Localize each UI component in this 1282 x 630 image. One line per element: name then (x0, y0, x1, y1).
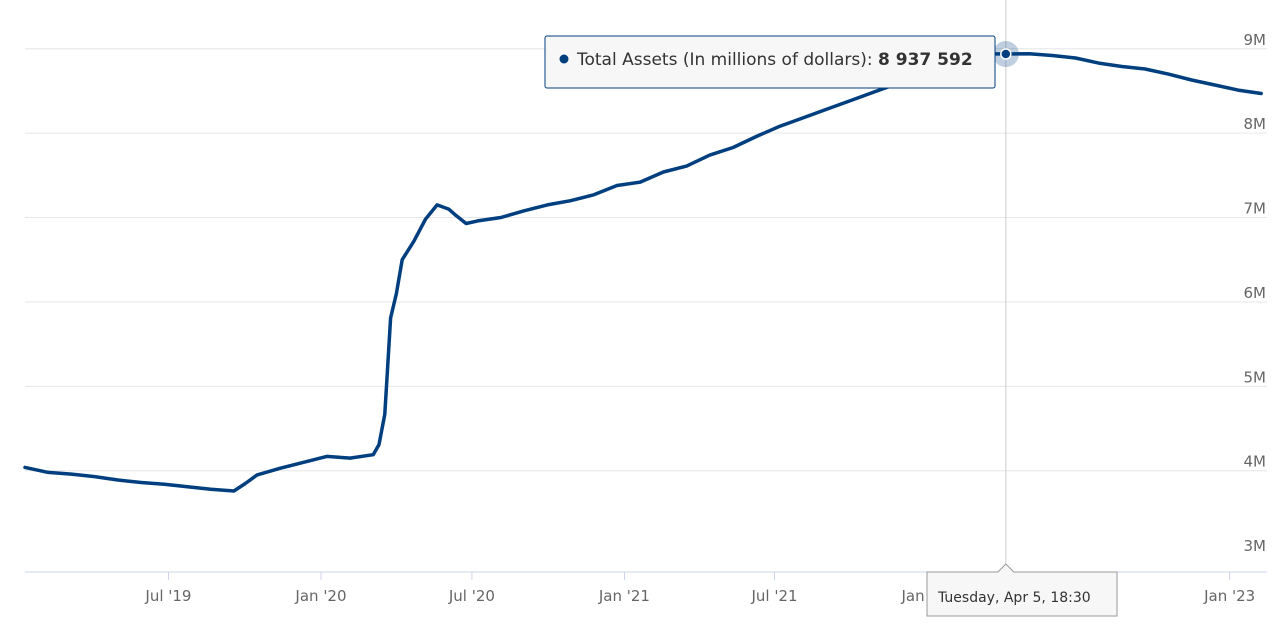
y-tick-label: 8M (1244, 115, 1267, 133)
series-line-group[interactable] (23, 52, 1263, 493)
svg-text:Total Assets (In millions of d: Total Assets (In millions of dollars): 8… (576, 50, 973, 70)
tooltip: Total Assets (In millions of dollars): 8… (544, 35, 996, 89)
y-tick-label: 6M (1244, 284, 1267, 302)
x-tick-label: Jul '21 (750, 587, 797, 605)
hover-point (1000, 48, 1012, 60)
y-tick-label: 9M (1244, 31, 1267, 49)
y-tick-label: 4M (1244, 453, 1267, 471)
grid-lines (25, 48, 1267, 472)
total-assets-series-line (23, 52, 1263, 493)
y-tick-label: 7M (1244, 200, 1267, 218)
hover-marker[interactable] (992, 41, 1019, 68)
crosshair-label-background (926, 563, 1118, 617)
x-tick-label: Jul '20 (448, 587, 495, 605)
crosshair-label: Tuesday, Apr 5, 18:30 (937, 590, 1091, 606)
y-tick-label: 5M (1244, 368, 1267, 386)
x-tick-label: Jul '19 (144, 587, 191, 605)
x-tick-label: Jan '23 (1203, 587, 1255, 605)
tooltip-series-marker-icon (559, 54, 569, 64)
y-tick-label: 3M (1244, 537, 1267, 555)
crosshair-label-box: Tuesday, Apr 5, 18:30 (926, 563, 1118, 617)
tooltip-value: 8 937 592 (878, 50, 973, 70)
tooltip-box (544, 35, 996, 89)
tooltip-series-label: Total Assets (In millions of dollars): (576, 50, 878, 70)
y-axis: 3M 4M 5M 6M 7M 8M 9M (1244, 31, 1267, 555)
x-tick-label: Jan '21 (598, 587, 650, 605)
x-tick-label: Jan '20 (294, 587, 346, 605)
